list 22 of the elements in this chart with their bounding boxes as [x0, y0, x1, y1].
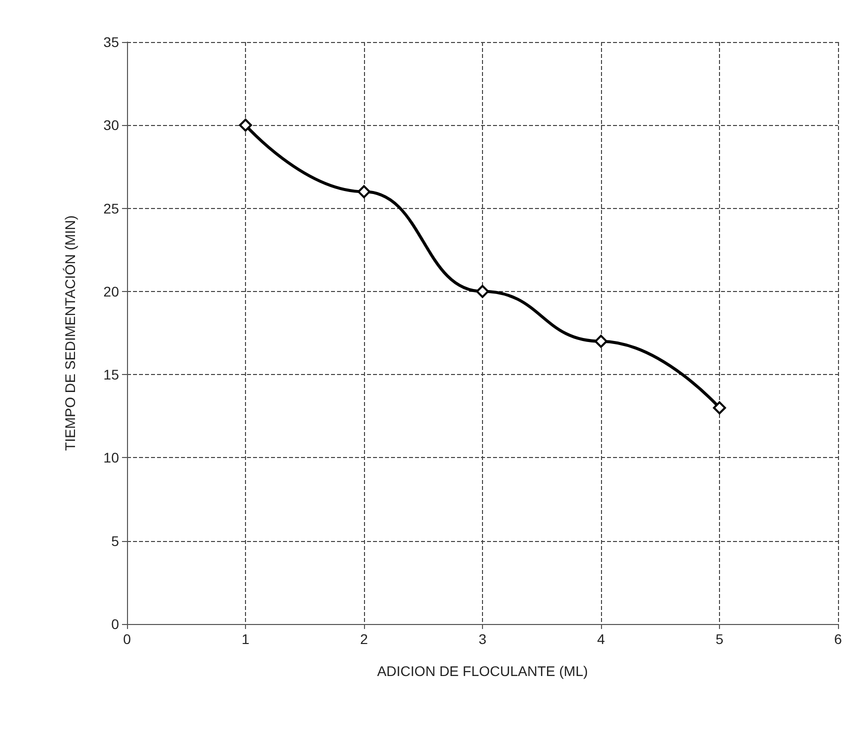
y-axis-title: TIEMPO DE SEDIMENTACIÓN (MIN) — [62, 215, 78, 451]
y-tick-label: 20 — [103, 283, 120, 300]
point — [476, 284, 489, 298]
point — [358, 185, 370, 198]
x-tick-label: 0 — [123, 631, 132, 647]
y-tick-label: 35 — [103, 34, 120, 50]
x-tick-label: 2 — [360, 631, 368, 647]
x-tick-label: 4 — [597, 631, 606, 647]
x-tick-label: 3 — [478, 631, 487, 647]
point — [594, 334, 608, 348]
y-tick-label: 5 — [111, 532, 120, 549]
x-tick-label: 1 — [242, 631, 250, 647]
x-tick-label: 6 — [834, 631, 842, 647]
y-tick-label: 30 — [103, 117, 120, 134]
y-tick-label: 10 — [103, 450, 120, 466]
point — [713, 401, 726, 414]
y-tick-label: 15 — [103, 366, 120, 383]
y-tick-label: 0 — [111, 616, 120, 632]
x-tick-label: 5 — [716, 631, 724, 647]
point — [239, 118, 252, 132]
x-axis-title: ADICION DE FLOCULANTE (ML) — [377, 663, 588, 679]
y-tick-label: 25 — [103, 200, 120, 216]
